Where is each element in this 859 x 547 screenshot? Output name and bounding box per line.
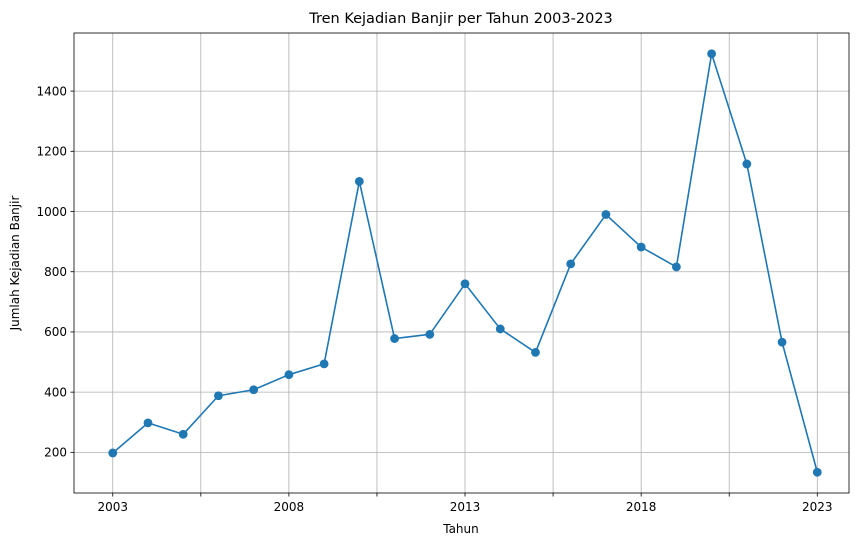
data-point xyxy=(777,337,787,347)
x-tick-label: 2013 xyxy=(450,500,481,514)
axis-ticks: 2003 2008 2013 2018 2023 200 400 600 800 1000 1200… xyxy=(36,84,832,514)
chart-title: Tren Kejadian Banjir per Tahun 2003-2023 xyxy=(308,11,613,27)
data-point xyxy=(495,324,505,334)
grid-lines xyxy=(74,33,849,493)
data-point xyxy=(742,159,752,169)
data-point xyxy=(531,348,540,357)
y-tick-label: 600 xyxy=(44,325,67,339)
data-point xyxy=(178,429,188,439)
data-point xyxy=(601,210,611,219)
data-point xyxy=(812,467,822,477)
x-tick-label: 2023 xyxy=(802,500,833,514)
data-point xyxy=(390,334,399,343)
y-axis-title: Jumlah Kejadian Banjir xyxy=(8,196,22,332)
data-point xyxy=(214,391,223,401)
y-tick-label: 200 xyxy=(44,446,67,460)
data-point xyxy=(636,242,646,252)
data-point xyxy=(143,418,153,428)
data-point xyxy=(108,448,118,458)
y-tick-label: 800 xyxy=(44,265,67,279)
y-tick-label: 400 xyxy=(44,385,67,399)
data-series xyxy=(108,49,822,477)
data-point xyxy=(354,177,364,186)
data-point xyxy=(249,385,259,395)
y-tick-label: 1400 xyxy=(36,84,67,98)
x-tick-label: 2018 xyxy=(626,500,657,514)
data-point xyxy=(566,259,576,269)
data-point xyxy=(319,359,329,369)
x-tick-label: 2003 xyxy=(97,500,128,514)
data-point xyxy=(707,49,717,59)
data-point xyxy=(284,370,294,380)
plot-frame xyxy=(73,32,850,494)
data-point xyxy=(671,262,681,272)
data-point xyxy=(460,279,470,289)
y-tick-label: 1000 xyxy=(36,205,67,219)
x-axis-title: Tahun xyxy=(442,522,479,536)
data-point xyxy=(425,329,435,339)
x-tick-label: 2008 xyxy=(274,500,305,514)
y-tick-label: 1200 xyxy=(36,145,67,159)
